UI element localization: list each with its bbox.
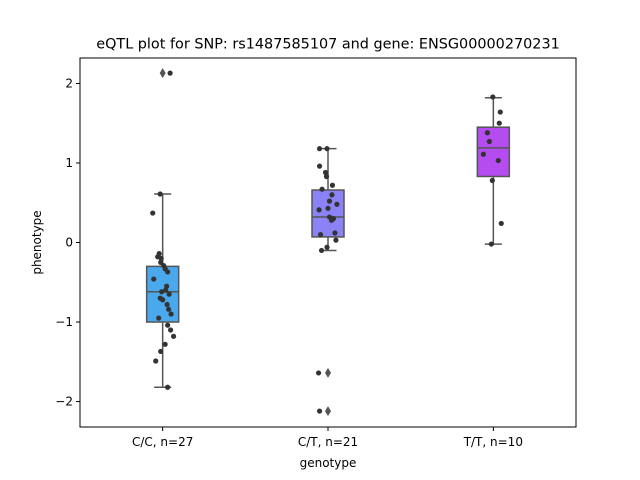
y-tick-label: 2 — [65, 76, 73, 90]
chart-title: eQTL plot for SNP: rs1487585107 and gene… — [96, 37, 560, 53]
data-point — [159, 289, 165, 295]
data-point — [157, 191, 163, 197]
x-tick-label: C/C, n=27 — [132, 435, 193, 449]
y-tick-label: −2 — [55, 395, 73, 409]
outlier-marker — [159, 68, 166, 79]
data-point — [323, 173, 330, 180]
x-tick-label: C/T, n=21 — [298, 435, 358, 449]
plot-area — [145, 68, 511, 417]
data-point — [489, 177, 495, 184]
data-point — [165, 269, 171, 275]
strip-points-2 — [480, 94, 504, 247]
y-axis: −2 −1 0 1 2 — [55, 76, 80, 409]
box-group-2 — [476, 97, 511, 245]
data-point — [156, 315, 162, 321]
data-point — [332, 230, 338, 236]
data-point — [170, 333, 177, 339]
data-point — [153, 358, 159, 364]
data-point — [162, 341, 168, 347]
data-point — [158, 348, 164, 355]
data-point — [151, 276, 157, 282]
data-point — [325, 205, 331, 211]
data-point — [329, 182, 336, 188]
data-point — [167, 70, 173, 76]
data-point — [168, 327, 174, 333]
strip-points-1 — [315, 146, 340, 414]
data-point — [160, 297, 166, 303]
y-tick-label: −1 — [55, 315, 73, 329]
data-point — [495, 157, 501, 164]
data-point — [164, 283, 170, 289]
data-point — [318, 247, 325, 254]
box-group-0 — [145, 68, 180, 388]
data-point — [497, 109, 503, 115]
strip-points-0 — [150, 70, 177, 390]
data-point — [324, 244, 330, 250]
data-point — [315, 370, 322, 376]
data-point — [163, 287, 169, 293]
box-group-1 — [311, 147, 345, 417]
outlier-marker — [325, 367, 331, 378]
data-point — [334, 201, 340, 207]
data-point — [488, 241, 494, 247]
data-point — [164, 301, 170, 308]
box-iqr — [311, 189, 345, 238]
data-point — [165, 384, 171, 390]
data-point — [496, 120, 502, 126]
data-point — [317, 231, 324, 238]
data-point — [326, 198, 333, 204]
data-point — [316, 146, 323, 152]
y-tick-label: 0 — [65, 236, 73, 250]
data-point — [484, 130, 490, 136]
data-point — [150, 210, 156, 216]
data-point — [480, 151, 487, 157]
x-tick-label: T/T, n=10 — [463, 435, 523, 449]
data-point — [316, 408, 323, 414]
data-point — [165, 322, 171, 328]
data-point — [166, 291, 172, 297]
data-point — [333, 237, 339, 243]
x-axis-label: genotype — [300, 456, 357, 470]
data-point — [486, 138, 492, 145]
data-point — [158, 259, 164, 265]
data-point — [322, 169, 329, 176]
data-point — [324, 146, 330, 152]
data-point — [490, 94, 496, 100]
data-point — [316, 163, 323, 169]
data-point — [166, 306, 172, 312]
data-point — [319, 186, 325, 192]
data-point — [328, 217, 335, 223]
data-point — [155, 254, 161, 260]
data-point — [329, 192, 335, 198]
outlier-marker — [325, 406, 331, 417]
data-point — [498, 220, 504, 227]
data-point — [168, 311, 174, 317]
data-point — [316, 207, 322, 213]
x-axis: C/C, n=27 C/T, n=21 T/T, n=10 — [132, 427, 523, 449]
box-iqr — [476, 126, 511, 178]
y-axis-label: phenotype — [30, 210, 44, 274]
y-tick-label: 1 — [65, 156, 73, 170]
